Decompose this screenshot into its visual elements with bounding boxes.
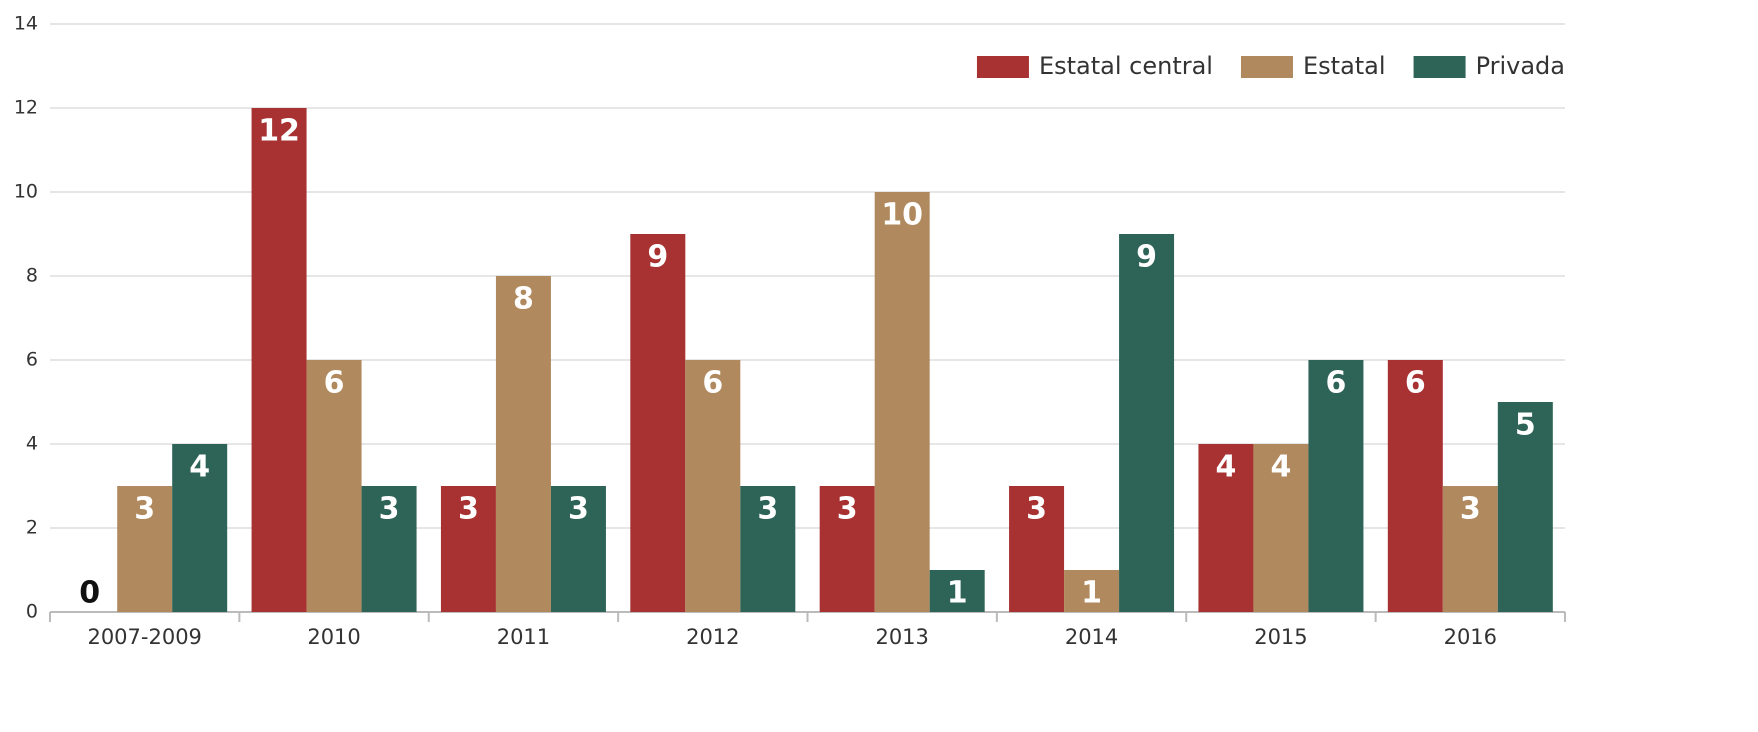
data-label: 12: [258, 114, 300, 149]
bar: [685, 360, 741, 612]
bar: [1119, 234, 1175, 612]
data-label: 3: [568, 492, 589, 527]
data-label: 3: [837, 492, 858, 527]
data-label: 10: [881, 198, 923, 233]
x-tick-label: 2012: [686, 625, 739, 649]
bar: [630, 234, 686, 612]
data-label: 3: [1460, 492, 1481, 527]
y-tick-label: 8: [26, 265, 38, 287]
bar: [1308, 360, 1364, 612]
bar: [440, 486, 496, 612]
bar: [550, 486, 606, 612]
x-tick-label: 2007-2009: [87, 625, 201, 649]
bar: [1387, 360, 1443, 612]
legend-label: Estatal: [1303, 52, 1386, 80]
data-label: 9: [647, 240, 668, 275]
data-label: 3: [379, 492, 400, 527]
y-tick-label: 10: [14, 181, 38, 203]
bar: [1064, 570, 1120, 612]
bar: [1442, 486, 1498, 612]
data-label: 6: [702, 366, 723, 401]
x-tick-label: 2014: [1065, 625, 1118, 649]
y-tick-label: 14: [14, 13, 38, 35]
data-label: 1: [1081, 576, 1102, 611]
y-tick-label: 6: [26, 349, 38, 371]
bar: [361, 486, 417, 612]
data-label: 6: [324, 366, 345, 401]
data-label: 3: [757, 492, 778, 527]
x-tick-label: 2015: [1254, 625, 1307, 649]
bar: [929, 570, 985, 612]
data-label: 6: [1405, 366, 1426, 401]
data-label: 5: [1515, 408, 1536, 443]
y-tick-label: 12: [14, 97, 38, 119]
data-label: 1: [947, 576, 968, 611]
x-tick-label: 2010: [307, 625, 360, 649]
data-label: 4: [189, 450, 210, 485]
y-tick-label: 2: [26, 517, 38, 539]
bar: [819, 486, 875, 612]
legend-label: Estatal central: [1039, 52, 1213, 80]
bar: [306, 360, 362, 612]
bar: [1497, 402, 1553, 612]
y-tick-label: 4: [26, 433, 38, 455]
y-tick-label: 0: [26, 601, 38, 623]
bar: [495, 276, 551, 612]
data-label: 0: [79, 576, 100, 611]
data-label: 3: [134, 492, 155, 527]
bar: [1198, 444, 1254, 612]
bar: [251, 108, 307, 612]
legend-swatch: [976, 56, 1029, 78]
data-label: 4: [1271, 450, 1292, 485]
bar: [117, 486, 173, 612]
bar: [1253, 444, 1309, 612]
x-tick-label: 2013: [875, 625, 928, 649]
data-label: 3: [458, 492, 479, 527]
bar: [740, 486, 796, 612]
x-tick-label: 2016: [1444, 625, 1497, 649]
data-label: 9: [1136, 240, 1157, 275]
data-label: 8: [513, 282, 534, 317]
data-label: 3: [1026, 492, 1047, 527]
legend-swatch: [1240, 56, 1293, 78]
bar: [874, 192, 930, 612]
x-tick-label: 2011: [497, 625, 550, 649]
legend-swatch: [1413, 56, 1466, 78]
data-label: 6: [1326, 366, 1347, 401]
bar: [172, 444, 228, 612]
legend-label: Privada: [1476, 52, 1565, 80]
bar: [1009, 486, 1065, 612]
data-label: 4: [1216, 450, 1237, 485]
